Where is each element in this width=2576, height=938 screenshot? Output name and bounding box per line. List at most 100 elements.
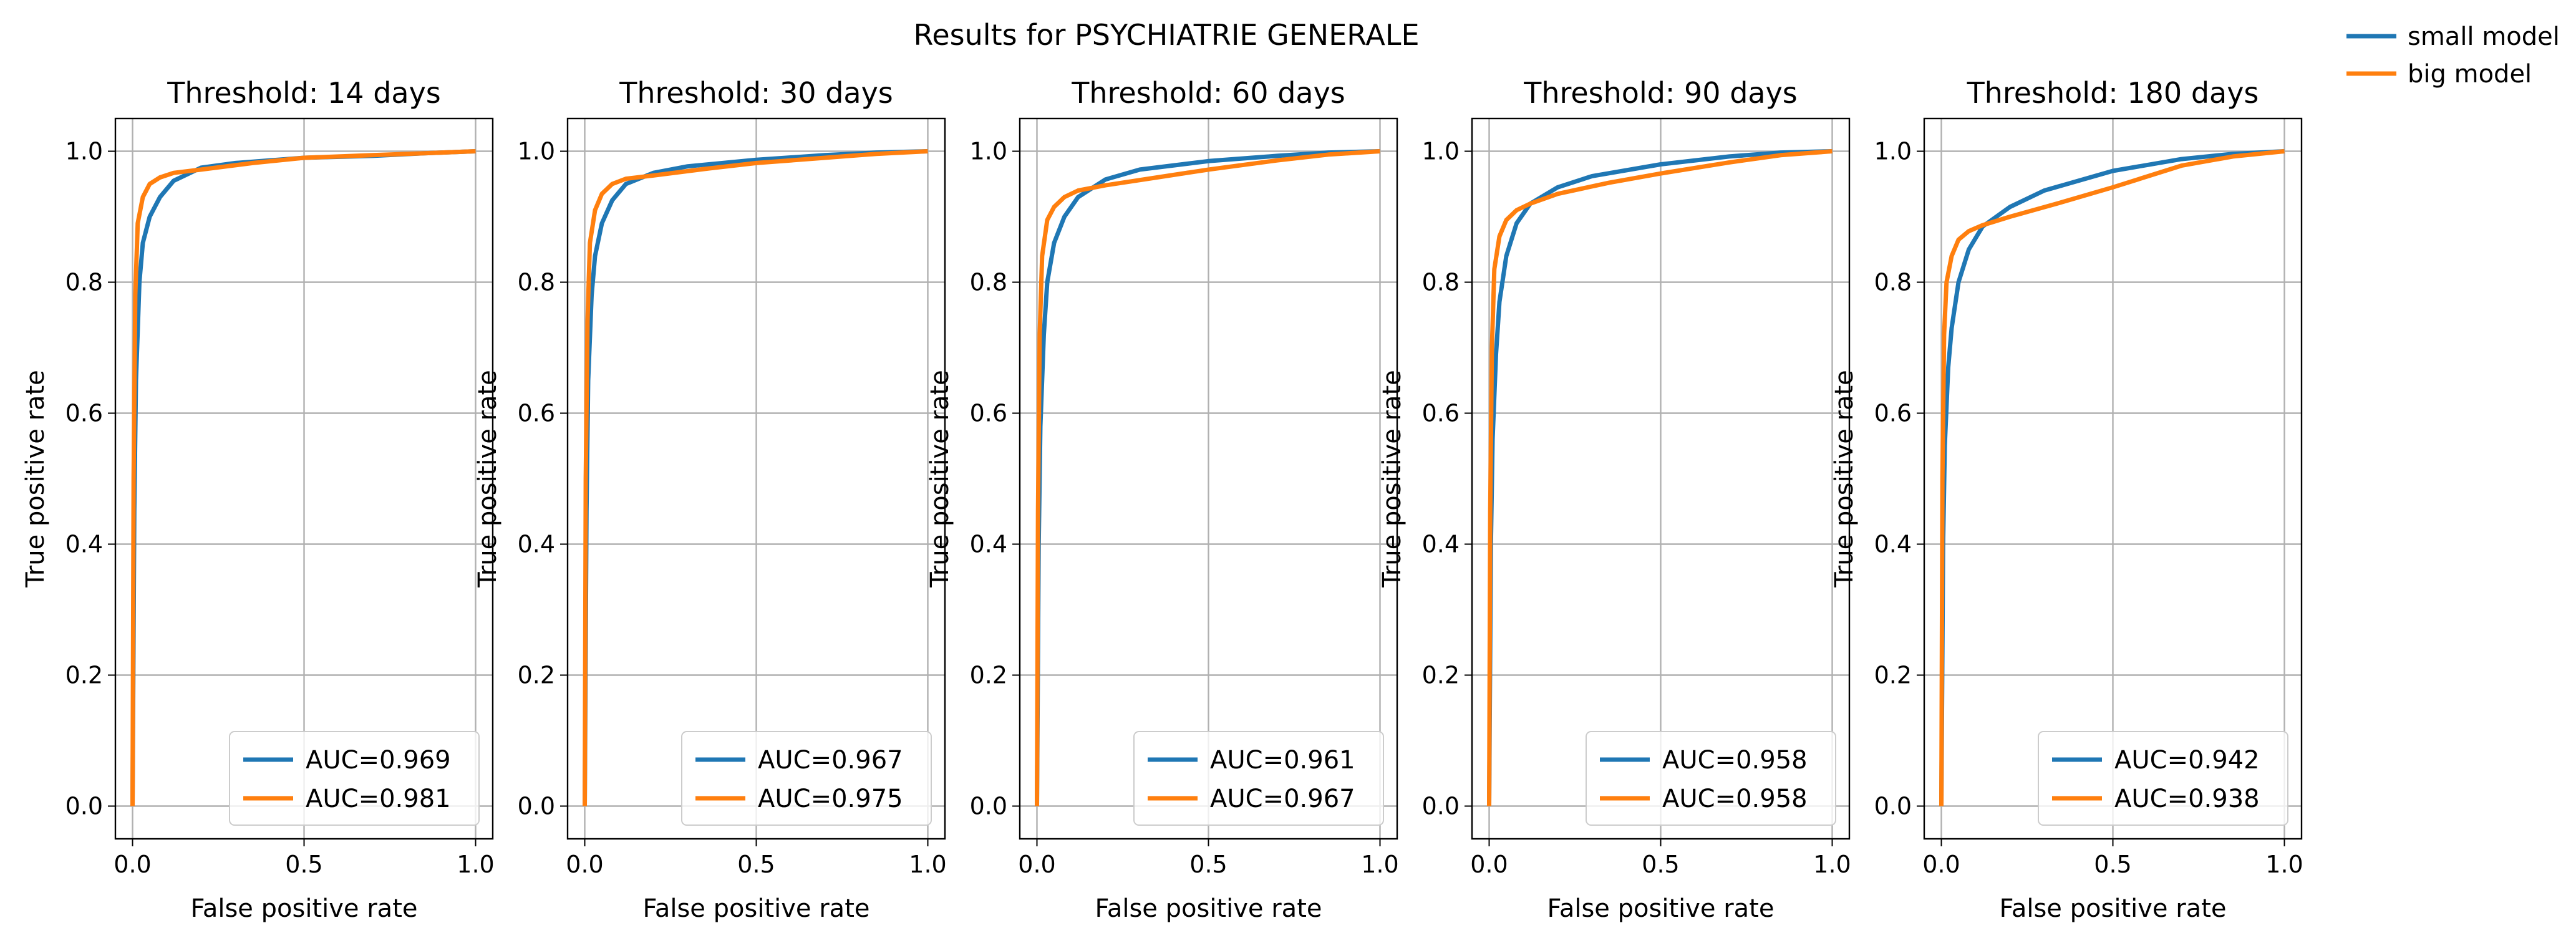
y-tick-label-00: 0.0 bbox=[970, 793, 1007, 820]
x-tick-label-05: 0.5 bbox=[2094, 851, 2131, 878]
x-tick-label-00: 0.0 bbox=[1018, 851, 1055, 878]
y-axis-label: True positive rate bbox=[1830, 370, 1859, 588]
axes-frame bbox=[1923, 117, 2303, 840]
panel-legend: AUC=0.967 AUC=0.975 bbox=[681, 731, 932, 826]
panel-title: Threshold: 14 days bbox=[167, 76, 441, 110]
y-tick-label-06: 0.6 bbox=[970, 400, 1007, 427]
y-tick-label-02: 0.2 bbox=[1874, 662, 1912, 689]
y-axis-label: True positive rate bbox=[21, 370, 50, 588]
panel-legend: AUC=0.961 AUC=0.967 bbox=[1133, 731, 1384, 826]
roc-curve-big-model bbox=[1487, 149, 1833, 806]
roc-panel-5: 0.0 0.5 1.0 0.0 0.2 0.4 0.6 0.8 1.0 Threshold: 18… bbox=[1830, 76, 2303, 923]
y-tick-label-10: 1.0 bbox=[1874, 138, 1912, 165]
y-tick-label-06: 0.6 bbox=[518, 400, 555, 427]
x-tick-label-10: 1.0 bbox=[1813, 851, 1851, 878]
roc-panel-3: 0.0 0.5 1.0 0.0 0.2 0.4 0.6 0.8 1.0 Threshold: 60… bbox=[926, 76, 1399, 923]
figure-legend: small model big model bbox=[2346, 22, 2560, 89]
y-tick-label-10: 1.0 bbox=[65, 138, 103, 165]
y-tick-label-08: 0.8 bbox=[970, 269, 1007, 296]
y-axis-label: True positive rate bbox=[926, 370, 954, 588]
panel-legend-label: AUC=0.938 bbox=[2114, 785, 2260, 813]
panel-legend-label: AUC=0.958 bbox=[1662, 746, 1808, 775]
panel-title: Threshold: 60 days bbox=[1071, 76, 1345, 110]
x-tick-label-05: 0.5 bbox=[737, 851, 775, 878]
y-tick-label-04: 0.4 bbox=[1422, 531, 1460, 558]
panel-legend-box bbox=[2038, 731, 2288, 826]
panel-legend-label: AUC=0.958 bbox=[1662, 785, 1808, 813]
panel-legend: AUC=0.958 AUC=0.958 bbox=[1586, 731, 1836, 826]
x-tick-label-10: 1.0 bbox=[1361, 851, 1398, 878]
panel-legend-box bbox=[1586, 731, 1836, 826]
x-tick-label-00: 0.0 bbox=[566, 851, 603, 878]
x-tick-label-05: 0.5 bbox=[1189, 851, 1227, 878]
y-tick-label-10: 1.0 bbox=[518, 138, 555, 165]
y-tick-label-02: 0.2 bbox=[518, 662, 555, 689]
panel-legend-label: AUC=0.942 bbox=[2114, 746, 2260, 775]
y-tick-label-00: 0.0 bbox=[1422, 793, 1460, 820]
roc-curve-big-model bbox=[130, 149, 476, 806]
axes-frame bbox=[1471, 117, 1851, 840]
panel-legend-box bbox=[681, 731, 932, 826]
y-tick-label-02: 0.2 bbox=[970, 662, 1007, 689]
y-tick-label-04: 0.4 bbox=[970, 531, 1007, 558]
roc-curve-big-model bbox=[583, 149, 928, 806]
y-tick-label-02: 0.2 bbox=[65, 662, 103, 689]
panel-legend-label: AUC=0.981 bbox=[306, 785, 451, 813]
y-tick-label-08: 0.8 bbox=[518, 269, 555, 296]
x-tick-label-05: 0.5 bbox=[285, 851, 322, 878]
x-tick-label-00: 0.0 bbox=[1922, 851, 1960, 878]
panel-legend-label: AUC=0.975 bbox=[758, 785, 903, 813]
roc-panel-2: 0.0 0.5 1.0 0.0 0.2 0.4 0.6 0.8 1.0 Threshold: 30… bbox=[473, 76, 947, 923]
roc-panel-4: 0.0 0.5 1.0 0.0 0.2 0.4 0.6 0.8 1.0 Threshold: 90… bbox=[1378, 76, 1851, 923]
x-tick-label-10: 1.0 bbox=[909, 851, 946, 878]
panel-legend-box bbox=[1133, 731, 1384, 826]
x-axis-label: False positive rate bbox=[2000, 894, 2227, 923]
y-axis-label: True positive rate bbox=[473, 370, 502, 588]
x-axis-label: False positive rate bbox=[643, 894, 870, 923]
x-tick-label-05: 0.5 bbox=[1642, 851, 1679, 878]
y-tick-label-06: 0.6 bbox=[1874, 400, 1912, 427]
x-axis-label: False positive rate bbox=[1547, 894, 1775, 923]
roc-panel-1: 0.0 0.5 1.0 0.0 0.2 0.4 0.6 0.8 1.0 Threshold: 14… bbox=[21, 76, 495, 923]
y-tick-label-04: 0.4 bbox=[518, 531, 555, 558]
panel-title: Threshold: 180 days bbox=[1967, 76, 2259, 110]
x-tick-label-10: 1.0 bbox=[2265, 851, 2303, 878]
axes-frame bbox=[114, 117, 494, 840]
panel-legend-label: AUC=0.961 bbox=[1210, 746, 1355, 775]
panel-title: Threshold: 90 days bbox=[1523, 76, 1798, 110]
y-tick-label-04: 0.4 bbox=[1874, 531, 1912, 558]
x-tick-label-00: 0.0 bbox=[1470, 851, 1508, 878]
y-tick-label-10: 1.0 bbox=[970, 138, 1007, 165]
panel-legend: AUC=0.969 AUC=0.981 bbox=[229, 731, 480, 826]
x-tick-label-10: 1.0 bbox=[457, 851, 494, 878]
axes-frame bbox=[1019, 117, 1398, 840]
roc-curve-big-model bbox=[1939, 149, 2285, 806]
y-tick-label-00: 0.0 bbox=[518, 793, 555, 820]
y-tick-label-10: 1.0 bbox=[1422, 138, 1460, 165]
x-axis-label: False positive rate bbox=[1095, 894, 1322, 923]
x-tick-label-00: 0.0 bbox=[114, 851, 151, 878]
figure-legend-label-small-model: small model bbox=[2408, 22, 2560, 51]
y-tick-label-00: 0.0 bbox=[1874, 793, 1912, 820]
panel-legend-box bbox=[229, 731, 480, 826]
y-tick-label-02: 0.2 bbox=[1422, 662, 1460, 689]
x-axis-label: False positive rate bbox=[191, 894, 418, 923]
figure-legend-label-big-model: big model bbox=[2408, 60, 2532, 89]
panel-legend-label: AUC=0.969 bbox=[306, 746, 451, 775]
roc-curve-big-model bbox=[1035, 149, 1380, 806]
panel-title: Threshold: 30 days bbox=[619, 76, 893, 110]
y-tick-label-08: 0.8 bbox=[1874, 269, 1912, 296]
y-tick-label-06: 0.6 bbox=[1422, 400, 1460, 427]
y-tick-label-04: 0.4 bbox=[65, 531, 103, 558]
y-tick-label-00: 0.0 bbox=[65, 793, 103, 820]
axes-frame bbox=[566, 117, 946, 840]
y-tick-label-08: 0.8 bbox=[65, 269, 103, 296]
panel-legend-label: AUC=0.967 bbox=[758, 746, 903, 775]
panel-legend: AUC=0.942 AUC=0.938 bbox=[2038, 731, 2288, 826]
y-tick-label-08: 0.8 bbox=[1422, 269, 1460, 296]
y-tick-label-06: 0.6 bbox=[65, 400, 103, 427]
roc-curve-small-model bbox=[1939, 149, 2285, 806]
panel-legend-label: AUC=0.967 bbox=[1210, 785, 1355, 813]
y-axis-label: True positive rate bbox=[1378, 370, 1407, 588]
